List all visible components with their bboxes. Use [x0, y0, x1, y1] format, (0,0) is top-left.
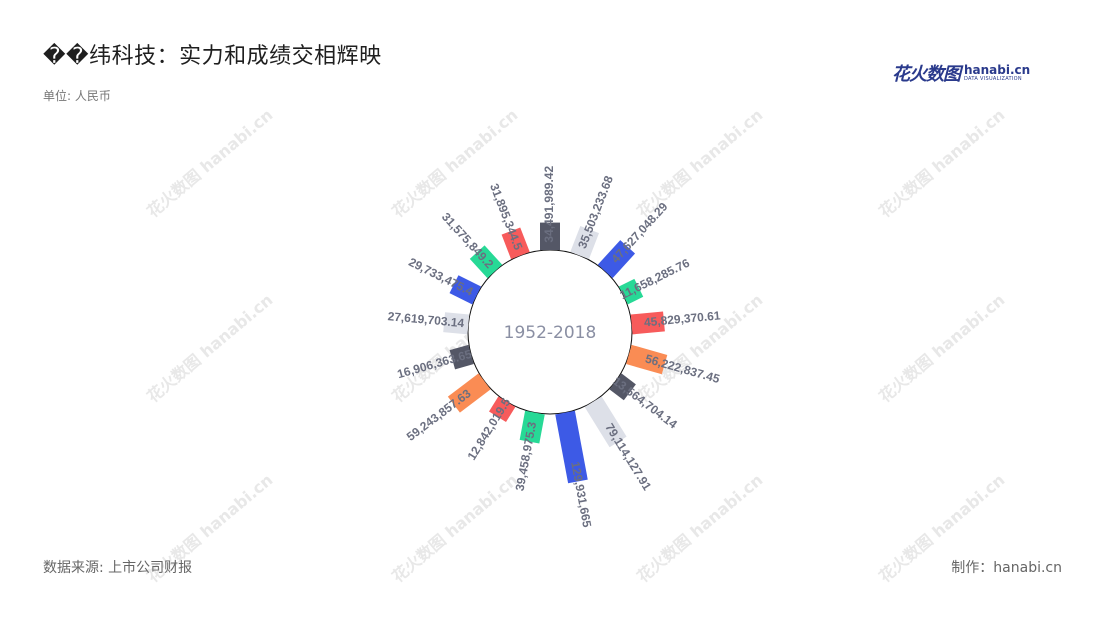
radial-bar	[469, 245, 503, 279]
bar-value-label: 39,458,975.3	[513, 420, 540, 492]
radial-bar-group	[469, 245, 503, 279]
unit-label: 单位: 人民币	[43, 89, 111, 103]
bar-value-label: 129,931,665	[568, 460, 594, 528]
logo-sub-text: DATA VISUALIZATION	[964, 75, 1022, 82]
bar-value-label: 34,491,989.42	[542, 166, 556, 243]
radial-bar-group	[630, 311, 665, 335]
radial-bar	[555, 410, 588, 484]
bar-value-label: 59,243,857.63	[404, 386, 474, 444]
radial-bar	[447, 373, 491, 413]
radial-bar-group	[584, 396, 627, 448]
radial-bar	[570, 225, 600, 260]
radial-bar	[584, 396, 627, 448]
bar-value-label: 13,564,704.14	[610, 374, 680, 432]
radial-bar	[626, 344, 668, 375]
radial-bar-group	[449, 344, 474, 370]
radial-bar-group	[570, 225, 600, 260]
logo-en-text: hanabi.cn	[964, 62, 1031, 77]
radial-bar	[488, 396, 516, 423]
bar-value-label: 12,842,019.5	[464, 395, 513, 462]
radial-bar-group	[501, 227, 530, 260]
radial-bar-group	[618, 278, 644, 305]
radial-bar	[597, 240, 636, 279]
radial-bar	[540, 222, 560, 250]
credit-text: 制作：hanabi.cn	[951, 560, 1062, 576]
radial-bar-group	[609, 373, 636, 401]
bar-value-label: 79,114,127.91	[602, 421, 654, 493]
radial-bar-group	[519, 410, 545, 444]
radial-bar-group	[443, 312, 470, 335]
bar-value-label: 47,627,048.29	[608, 199, 670, 265]
radial-bar	[449, 275, 482, 305]
radial-bar	[443, 312, 470, 335]
brand-logo: 花火数图 hanabi.cn DATA VISUALIZATION	[892, 60, 1030, 86]
radial-bar	[609, 373, 636, 401]
radial-bar	[519, 410, 545, 444]
radial-bar	[501, 227, 530, 260]
bar-value-label: 11,658,285.76	[617, 256, 692, 303]
radial-bar-group	[540, 222, 560, 250]
center-label: 1952-2018	[504, 323, 597, 343]
data-source: 数据来源: 上市公司财报	[43, 560, 193, 576]
bar-value-label: 45,829,370.61	[643, 308, 721, 329]
logo-en-block: hanabi.cn DATA VISUALIZATION	[964, 64, 1030, 83]
radial-bar	[618, 278, 644, 305]
bar-value-label: 31,575,849.2	[439, 210, 497, 271]
radial-bar-group	[597, 240, 636, 279]
radial-bar	[630, 311, 665, 335]
logo-cn-text: 花火数图	[892, 64, 961, 85]
radial-bar	[449, 344, 474, 370]
bar-value-label: 29,733,475.4	[406, 255, 475, 299]
radial-bar-group	[488, 396, 516, 423]
page-title: ��纬科技：实力和成绩交相辉映	[43, 44, 382, 69]
radial-bar-group	[447, 373, 491, 413]
radial-bar-group	[555, 410, 588, 484]
radial-bar-group	[626, 344, 668, 375]
radial-bar-group	[449, 275, 482, 305]
bar-value-label: 27,619,703.14	[387, 309, 465, 330]
